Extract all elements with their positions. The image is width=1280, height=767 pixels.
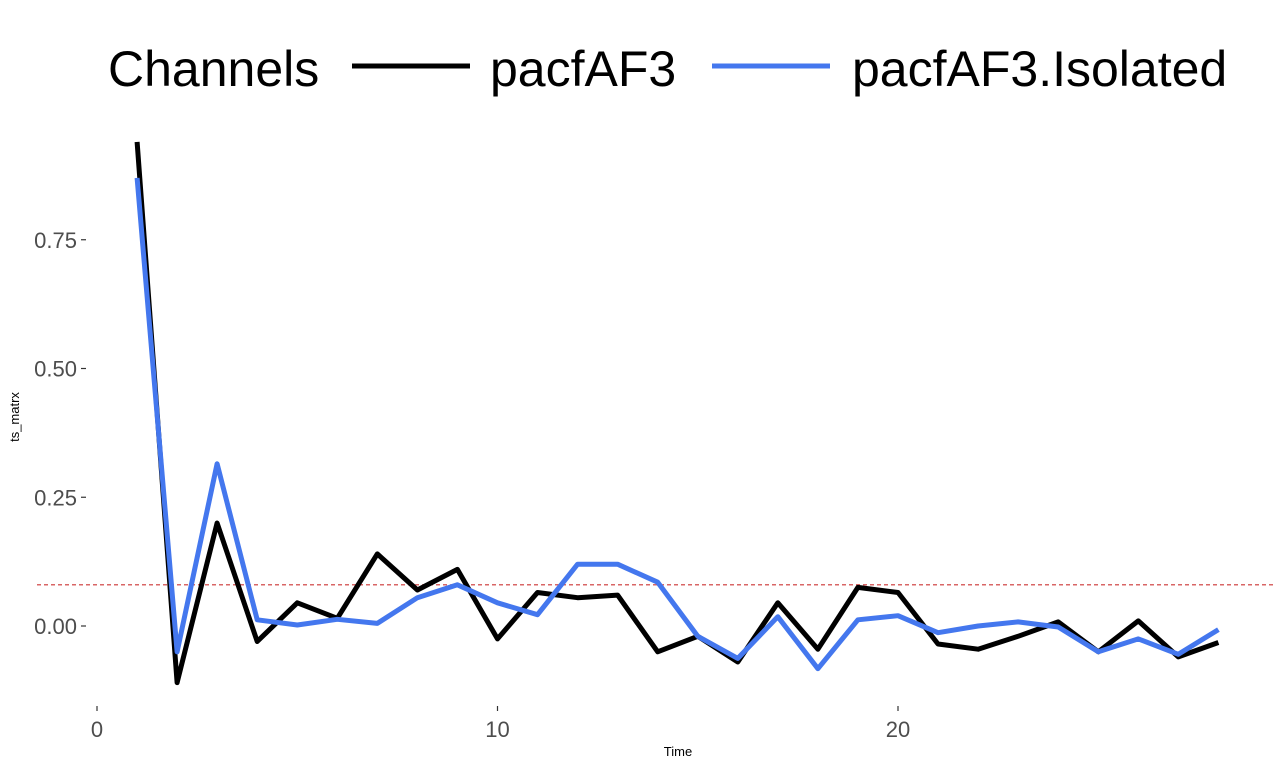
- legend-label-pacfAF3-isolated: pacfAF3.Isolated: [852, 41, 1227, 97]
- series-group: [134, 141, 1220, 686]
- x-tick-label: 20: [886, 717, 910, 742]
- y-axis-title: ts_matrx: [7, 392, 22, 442]
- x-tick-label: 10: [485, 717, 509, 742]
- x-tick-label: 0: [91, 717, 103, 742]
- y-tick-label: 0.75: [34, 228, 77, 253]
- legend: Channels pacfAF3 pacfAF3.Isolated: [108, 41, 1227, 97]
- x-axis-title: Time: [664, 744, 692, 759]
- legend-label-pacfAF3: pacfAF3: [490, 41, 676, 97]
- series-line-pacfAF3: [134, 141, 1220, 686]
- y-tick-label: 0.50: [34, 357, 77, 382]
- y-axis: 0.00 0.25 0.50 0.75: [34, 228, 86, 639]
- x-axis: 0 10 20: [91, 706, 910, 742]
- series-line-pacfAF3-isolated: [134, 177, 1220, 672]
- y-tick-label: 0.25: [34, 485, 77, 510]
- legend-title: Channels: [108, 41, 319, 97]
- y-tick-label: 0.00: [34, 614, 77, 639]
